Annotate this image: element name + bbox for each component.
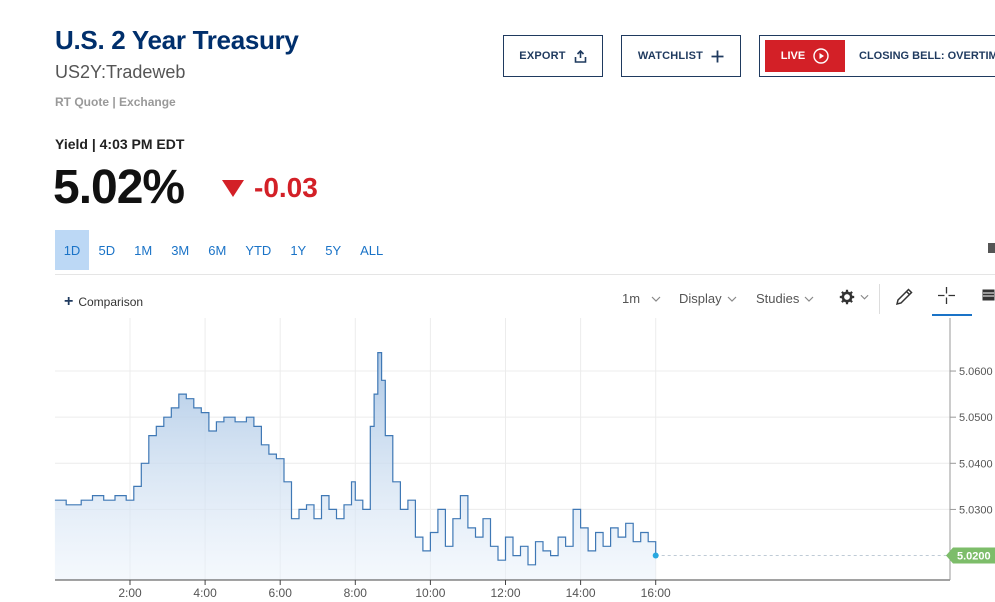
page-title: U.S. 2 Year Treasury	[55, 25, 299, 55]
range-1d[interactable]: 1D	[55, 230, 89, 270]
x-tick-label: 12:00	[490, 586, 520, 600]
range-5y[interactable]: 5Y	[325, 242, 342, 258]
x-tick-label: 4:00	[193, 586, 217, 600]
chevron-down-icon	[651, 296, 661, 302]
down-arrow-icon	[222, 179, 244, 197]
interval-dropdown[interactable]: 1m	[622, 291, 661, 306]
range-ytd[interactable]: YTD	[245, 242, 272, 258]
y-tick-label: 5.0300	[959, 504, 993, 516]
pencil-icon	[895, 288, 913, 306]
chevron-down-icon	[727, 296, 737, 302]
range-all[interactable]: ALL	[360, 242, 384, 258]
yield-timestamp: Yield | 4:03 PM EDT	[55, 136, 185, 152]
panel-edge-icon	[988, 243, 995, 253]
studies-label: Studies	[756, 291, 800, 306]
x-tick-label: 8:00	[344, 586, 368, 600]
x-tick-label: 16:00	[641, 586, 671, 600]
interval-label: 1m	[622, 291, 641, 306]
last-value-tag-bg	[946, 547, 995, 564]
active-tool-underline	[932, 314, 972, 316]
live-stream-banner[interactable]: LIVE CLOSING BELL: OVERTIM	[759, 35, 995, 77]
play-icon	[813, 48, 829, 64]
last-price: 5.02%	[53, 161, 185, 214]
yield-line	[54, 352, 657, 566]
yield-area-fill	[54, 352, 656, 580]
y-tick-label: 5.0400	[959, 458, 993, 470]
display-dropdown[interactable]: Display	[679, 291, 737, 306]
y-tick-label: 5.0600	[959, 366, 993, 378]
watchlist-button[interactable]: WATCHLIST	[621, 35, 741, 77]
x-axis-labels: 2:00 4:00 6:00 8:00 10:00 12:00 14:00 16:00	[118, 580, 671, 600]
x-tick-label: 10:00	[415, 586, 445, 600]
range-selector: 1D 5D 1M 3M 6M YTD 1Y 5Y ALL	[55, 230, 393, 270]
draw-tool-button[interactable]	[895, 287, 914, 306]
chevron-down-icon	[804, 296, 814, 302]
last-value-tag: 5.0200	[946, 547, 995, 564]
symbol-label: US2Y:Tradeweb	[55, 62, 186, 82]
x-tick-label: 2:00	[118, 586, 142, 600]
x-tick-label: 14:00	[566, 586, 596, 600]
watchlist-label: WATCHLIST	[637, 50, 704, 62]
crosshair-button[interactable]	[937, 286, 956, 305]
studies-dropdown[interactable]: Studies	[756, 291, 814, 306]
plus-icon: +	[64, 293, 74, 310]
chevron-down-icon	[860, 294, 869, 300]
range-3m[interactable]: 3M	[171, 242, 190, 258]
price-change: -0.03	[222, 172, 318, 204]
live-badge[interactable]: LIVE	[765, 40, 845, 72]
y-axis-labels: 5.0600 5.0500 5.0400 5.0300	[950, 366, 993, 516]
comparison-label: Comparison	[78, 295, 144, 309]
x-tick-label: 6:00	[269, 586, 293, 600]
live-label: LIVE	[780, 50, 806, 62]
last-value-dot	[652, 552, 659, 559]
table-view-button[interactable]	[982, 289, 995, 301]
quote-source: RT Quote | Exchange	[55, 95, 176, 109]
y-tick-label: 5.0500	[959, 412, 993, 424]
range-6m[interactable]: 6M	[208, 242, 227, 258]
display-label: Display	[679, 291, 722, 306]
plus-icon	[711, 50, 724, 62]
yield-chart[interactable]: 2:00 4:00 6:00 8:00 10:00 12:00 14:00 16:00 5.0…	[0, 318, 995, 602]
comparison-button[interactable]: + Comparison	[64, 293, 143, 311]
crosshair-icon	[938, 287, 955, 304]
range-5d[interactable]: 5D	[98, 242, 116, 258]
live-show-title: CLOSING BELL: OVERTIM	[859, 50, 995, 62]
table-icon	[982, 289, 995, 301]
last-value-label: 5.0200	[957, 551, 991, 563]
change-value: -0.03	[254, 172, 318, 203]
export-button[interactable]: EXPORT	[503, 35, 603, 77]
range-1y[interactable]: 1Y	[290, 242, 307, 258]
chart-divider	[55, 274, 995, 275]
export-label: EXPORT	[519, 50, 566, 62]
share-icon	[574, 49, 587, 63]
gear-icon	[839, 289, 855, 305]
range-1m[interactable]: 1M	[134, 242, 153, 258]
toolbar-separator	[879, 284, 880, 314]
settings-dropdown[interactable]	[839, 289, 869, 305]
